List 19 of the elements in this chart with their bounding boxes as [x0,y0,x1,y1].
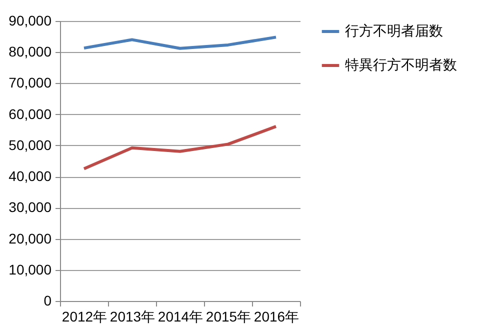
legend-label: 特異行方不明者数 [345,56,457,72]
y-tick-label: 10,000 [8,261,52,278]
y-tick-label: 50,000 [8,136,52,153]
y-tick-label: 80,000 [8,44,52,60]
x-tick-label: 2012年 [62,308,108,324]
line-series [82,124,278,170]
x-tick-label: 2016年 [254,308,300,324]
x-tick-label: 2013年 [110,308,156,324]
line-series [82,36,278,50]
y-tick-label: 20,000 [8,230,52,246]
legend-label: 行方不明者届数 [345,22,443,38]
y-tick-label: 30,000 [8,199,52,216]
y-tick-label: 90,000 [8,12,52,28]
y-tick-label: 0 [44,292,52,308]
x-tick-label: 2014年 [158,308,204,324]
y-tick-label: 40,000 [8,168,52,184]
y-tick-label: 70,000 [8,74,52,91]
x-tick-label: 2015年 [206,308,252,324]
y-tick-label: 60,000 [8,106,52,122]
